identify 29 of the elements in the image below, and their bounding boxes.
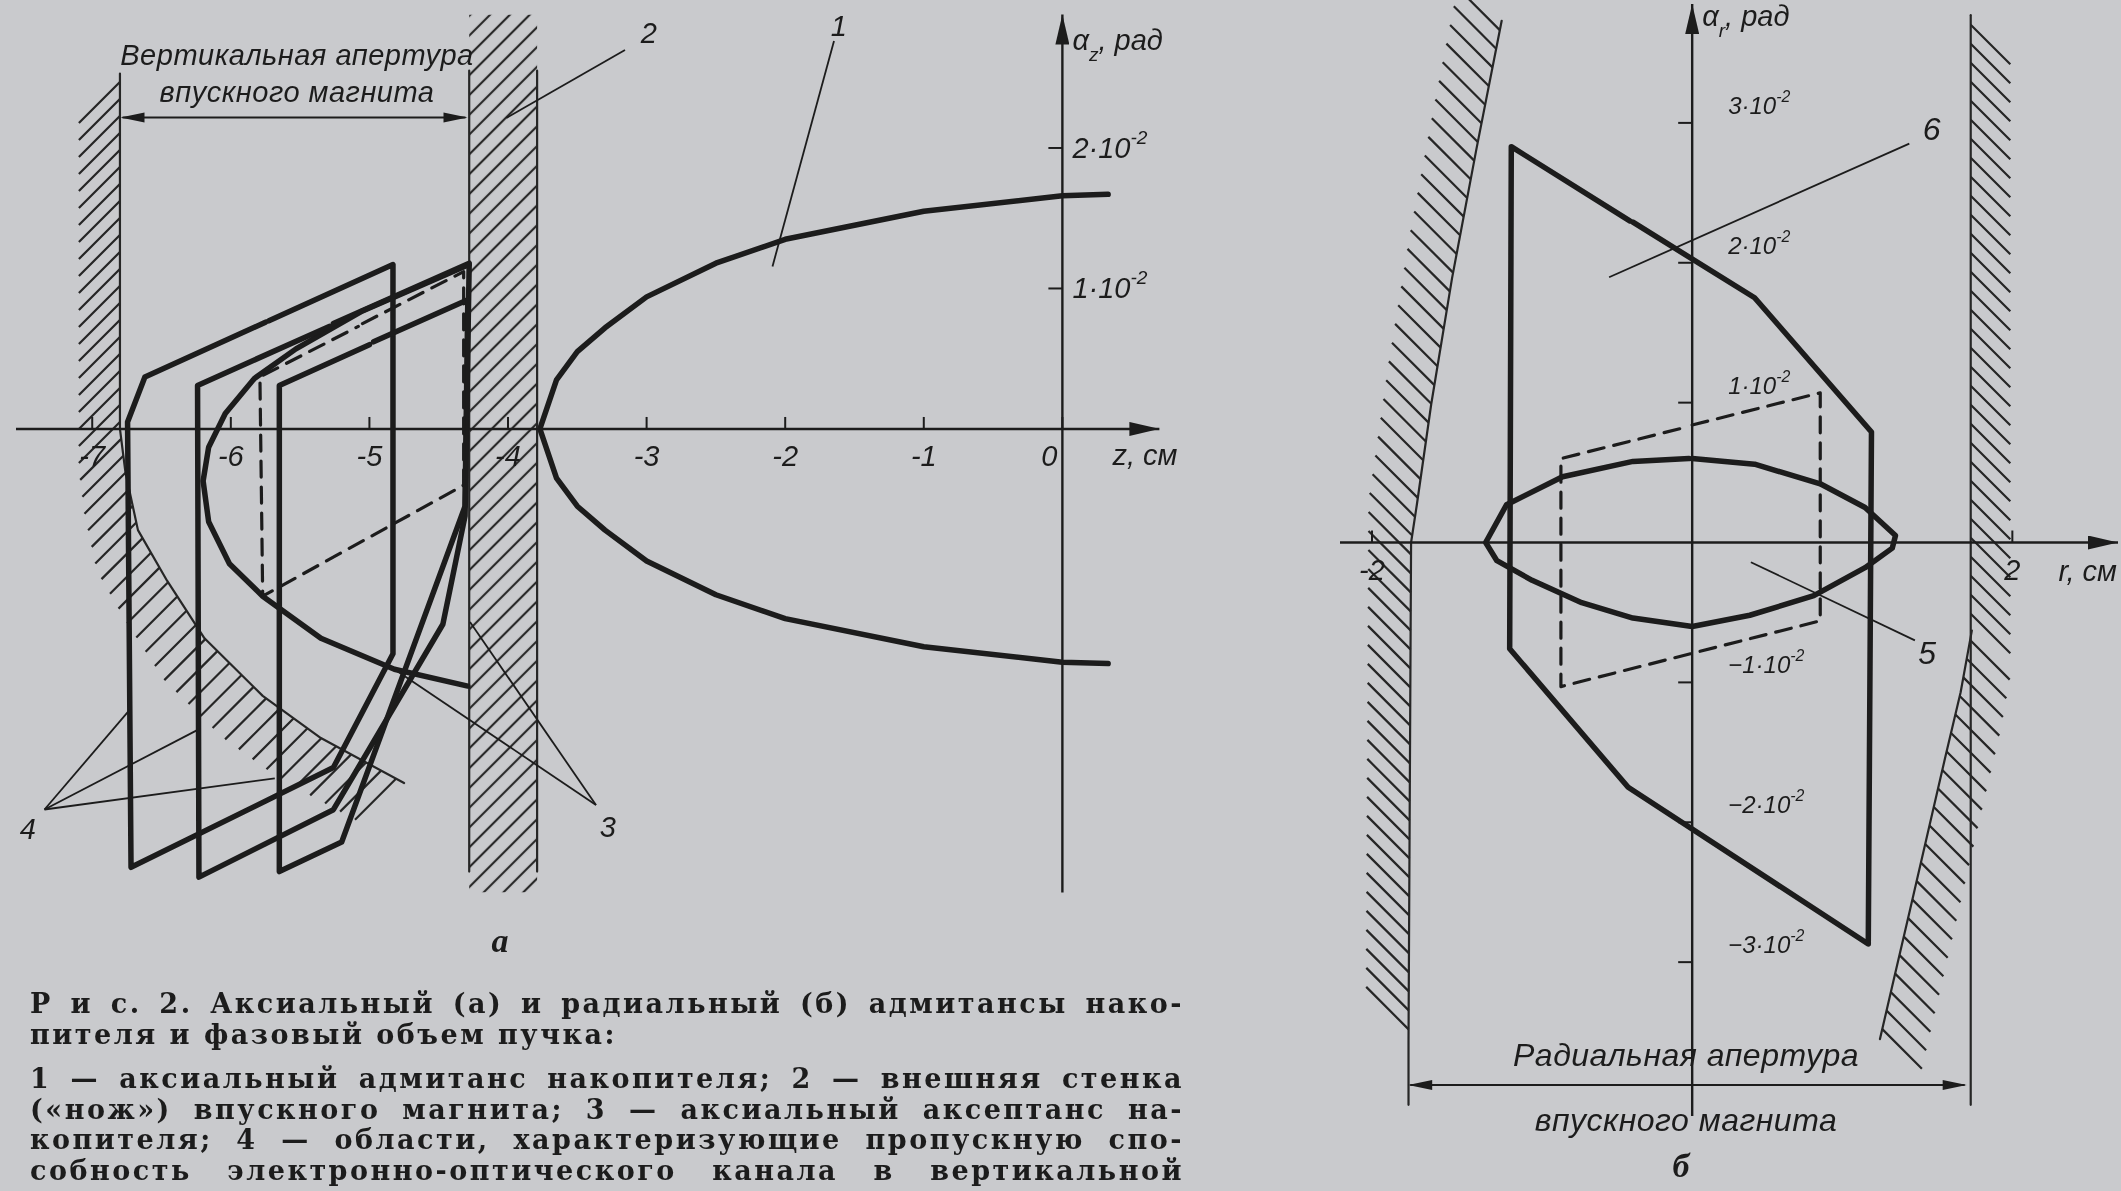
text: Р и с. 2. Аксиальный (а) и радиальный (б) адмитансы нако- пителя и фазовый объем пучка: bbox=[30, 988, 1184, 1050]
x-tick-label: -5 bbox=[356, 439, 384, 472]
x-tick-label: -1 bbox=[910, 439, 937, 472]
y-tick-label: 1·10$^{-2}$ bbox=[1728, 367, 1791, 399]
x-axis-title: z, см bbox=[1111, 438, 1178, 471]
x-tick-label: -6 bbox=[217, 439, 245, 472]
text: б bbox=[1671, 1146, 1692, 1186]
y-axis-title: α$_{z}$, рад bbox=[1072, 23, 1163, 64]
annotation: 6 bbox=[1922, 110, 1942, 147]
y-tick-label: 1·10$^{-2}$ bbox=[1072, 267, 1148, 305]
x-tick-label: 0 bbox=[1041, 439, 1058, 472]
annotation: 1 bbox=[830, 10, 848, 42]
y-tick-label: −2·10$^{-2}$ bbox=[1728, 787, 1805, 818]
annotation: 5 bbox=[1918, 635, 1937, 671]
y-tick-label: 3·10$^{-2}$ bbox=[1728, 87, 1791, 119]
x-tick-label: -2 bbox=[772, 439, 799, 472]
y-axis-title: α$_{r}$, рад bbox=[1702, 0, 1790, 41]
text: 1 — аксиальный адмитанс накопителя; 2 — внешняя стенка («нож») впускного магнита; 3 — аксиальный аксептанс на- копителя; 4 — области, характеризующие пропускную спо- собность электронно-оптического канала в вертикальной bbox=[30, 1063, 1184, 1186]
text: а bbox=[490, 921, 510, 961]
annotation: 2 bbox=[639, 17, 658, 49]
annotation: Вертикальная апертура впускного магнита bbox=[120, 39, 474, 108]
y-tick-label: −3·10$^{-2}$ bbox=[1728, 927, 1805, 958]
y-tick-label: 2·10$^{-2}$ bbox=[1727, 227, 1791, 259]
y-tick-label: −1·10$^{-2}$ bbox=[1728, 647, 1805, 678]
x-tick-label: -3 bbox=[633, 439, 660, 472]
x-axis-title: r, см bbox=[2058, 554, 2118, 587]
annotation: 3 bbox=[599, 811, 617, 843]
y-tick-label: 2·10$^{-2}$ bbox=[1071, 126, 1148, 164]
annotation: 4 bbox=[19, 813, 37, 845]
